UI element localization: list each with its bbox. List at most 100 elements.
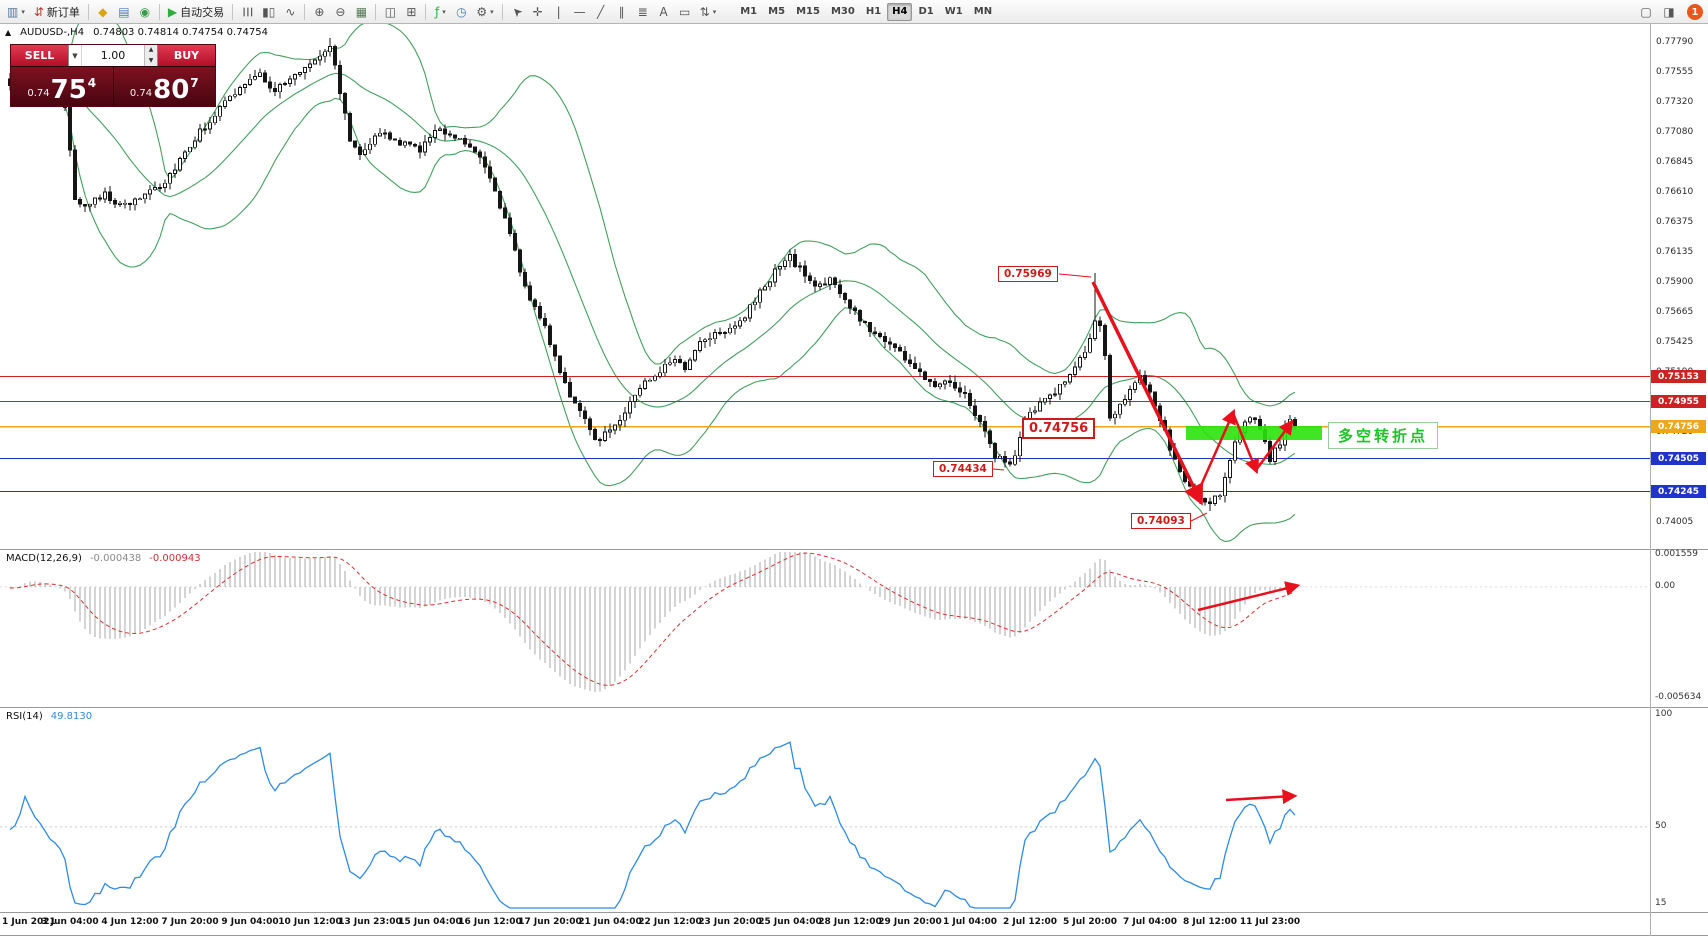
sell-price-display[interactable]: 0.74 75 4 [11, 67, 114, 106]
rsi-panel [0, 741, 1650, 909]
cycles-icon[interactable]: ◷ [451, 2, 471, 22]
downtrend-arrow[interactable] [1091, 281, 1203, 506]
trendline-icon[interactable]: ╱ [591, 2, 611, 22]
price-annotation-peak[interactable]: 0.75969 [998, 266, 1058, 282]
vertical-line-icon[interactable]: | [549, 2, 569, 22]
timeframe-m30[interactable]: M30 [830, 6, 855, 17]
macd-up-arrow[interactable] [1197, 581, 1301, 612]
price-tag-0.74245: 0.74245 [1651, 485, 1706, 498]
time-axis-label: 3 Jun 04:00 [41, 917, 99, 927]
timeframe-w1[interactable]: W1 [944, 6, 963, 17]
price-tag-0.74505: 0.74505 [1651, 452, 1706, 465]
turning-point-label[interactable]: 多空转折点 [1328, 422, 1439, 449]
sell-price-big: 75 [50, 75, 87, 105]
price-annotation-current[interactable]: 0.74756 [1022, 418, 1096, 439]
volume-value[interactable]: 1.00 [100, 49, 126, 62]
rsi-indicator-label: RSI(14) 49.8130 [6, 711, 92, 722]
chart-area[interactable]: ▲ AUDUSD-,H4 0.74803 0.74814 0.74754 0.7… [0, 24, 1708, 943]
navigator-icon[interactable]: ◉ [135, 2, 155, 22]
new-chart-icon[interactable]: ▥ ▾ [3, 2, 29, 22]
crosshair-icon[interactable]: ✛ [528, 2, 548, 22]
horizontal-line-icon-glyph: — [573, 4, 586, 19]
zigzag-arrow-up1[interactable] [1197, 408, 1236, 491]
arrows-icon[interactable]: ⇅ ▾ [696, 2, 721, 22]
buy-button[interactable]: BUY [158, 45, 215, 66]
price-annotation-bottom[interactable]: 0.74093 [1131, 513, 1191, 529]
new-order-button[interactable]: ⇵ 新订单 [30, 2, 84, 22]
turning-point-zone[interactable] [1186, 426, 1322, 440]
time-axis-label: 7 Jul 04:00 [1122, 917, 1178, 927]
timeframe-m5[interactable]: M5 [768, 6, 786, 17]
toolbar: ▥ ▾ ⇵ 新订单 ◆ ▤ ◉ ▶ 自动交易 ☰ ▮▯ ∿ ⊕ ⊖ ▦ ◫ ⊞ ƒ ▾ ◷ ⚙ ▾ ➤ ✛ | — ╱ ∥ ≣ A ▭ ⇅ ▾ … [0, 0, 1708, 24]
toolbar-right-group: ▢ ◨ [1636, 2, 1705, 22]
chart-canvas[interactable] [0, 24, 1708, 943]
zigzag-arrow-down[interactable] [1231, 412, 1260, 475]
macd-scale-zero: 0.00 [1655, 581, 1676, 591]
market-watch-icon[interactable]: ▤ [114, 2, 134, 22]
rsi-flat-arrow[interactable] [1225, 789, 1298, 805]
window-list-icon[interactable]: ▢ [1636, 2, 1656, 22]
candles-layer [8, 38, 1297, 511]
trend-arrows[interactable] [992, 273, 1301, 805]
price-tag-0.74955: 0.74955 [1651, 395, 1706, 408]
new-order-button-glyph: ⇵ [33, 4, 44, 19]
volume-up-icon[interactable]: ▲ [145, 45, 157, 56]
macd-scale-min: -0.005634 [1655, 692, 1702, 702]
y-axis-label: 0.76845 [1656, 157, 1694, 167]
textbox-icon[interactable]: ▭ [675, 2, 695, 22]
trade-panel-top-row: SELL ▼ 1.00 ▲ ▼ BUY [11, 45, 215, 66]
text-icon[interactable]: A [654, 2, 674, 22]
indicators-icon[interactable]: ƒ ▾ [430, 2, 450, 22]
volume-down-icon[interactable]: ▼ [145, 55, 157, 66]
zoom-in-icon[interactable]: ⊕ [309, 2, 329, 22]
panel-separators [0, 24, 1708, 936]
zoom-in-icon-glyph: ⊕ [314, 4, 325, 19]
price-annotation-support[interactable]: 0.74434 [933, 461, 993, 477]
autotrade-button[interactable]: ▶ 自动交易 [164, 2, 228, 22]
line-chart-icon-glyph: ∿ [285, 4, 296, 19]
profiles-icon-glyph: ◆ [98, 4, 108, 19]
profiles-icon[interactable]: ◆ [93, 2, 113, 22]
line-chart-icon[interactable]: ∿ [280, 2, 300, 22]
rsi-value: 49.8130 [50, 711, 93, 722]
timeframe-mn[interactable]: MN [973, 6, 993, 17]
sell-price-sup: 4 [87, 76, 97, 90]
panel-icon[interactable]: ◨ [1659, 2, 1679, 22]
timeframe-d1[interactable]: D1 [918, 6, 934, 17]
time-axis-label: 13 Jun 23:00 [338, 917, 402, 927]
time-axis-label: 1 Jun 2021 [2, 917, 56, 927]
new-order-button-label: 新订单 [46, 5, 80, 19]
ohlc-values: 0.74803 0.74814 0.74754 0.74754 [93, 27, 269, 38]
zoom-out-icon[interactable]: ⊖ [330, 2, 350, 22]
chart-settings-icon[interactable]: ⚙ ▾ [472, 2, 497, 22]
y-axis-label: 0.74005 [1656, 517, 1694, 527]
candlestick-icon[interactable]: ▮▯ [258, 2, 279, 22]
window-list-icon-glyph: ▢ [1640, 4, 1652, 19]
zigzag-arrow-up2[interactable] [1254, 419, 1294, 471]
trendline-icon-glyph: ╱ [597, 4, 605, 19]
cascade-windows-icon[interactable]: ⊞ [401, 2, 421, 22]
timeframe-h1[interactable]: H1 [865, 6, 882, 17]
timeframe-h4[interactable]: H4 [887, 2, 913, 21]
trade-panel-toggle-icon[interactable]: ▲ [5, 28, 12, 37]
channel-icon[interactable]: ∥ [612, 2, 632, 22]
time-axis-label: 21 Jun 04:00 [578, 917, 642, 927]
fibonacci-icon[interactable]: ≣ [633, 2, 653, 22]
grid-icon-glyph: ▦ [355, 4, 368, 19]
volume-stepper: ▲ ▼ [144, 45, 157, 66]
horizontal-line-icon[interactable]: — [570, 2, 590, 22]
cursor-icon[interactable]: ➤ [507, 2, 527, 22]
timeframe-m15[interactable]: M15 [796, 6, 820, 17]
volume-field[interactable]: ▼ 1.00 ▲ ▼ [68, 45, 158, 66]
toolbar-separator [304, 3, 306, 20]
notification-badge[interactable]: 1 [1687, 4, 1703, 20]
timeframe-m1[interactable]: M1 [740, 6, 758, 17]
toolbar-separator [425, 3, 427, 20]
tile-windows-icon[interactable]: ◫ [380, 2, 400, 22]
sell-button[interactable]: SELL [11, 45, 68, 66]
volume-dropdown-icon[interactable]: ▼ [69, 45, 82, 66]
bar-chart-icon[interactable]: ☰ [237, 2, 257, 22]
grid-icon[interactable]: ▦ [351, 2, 371, 22]
buy-price-display[interactable]: 0.74 80 7 [114, 67, 216, 106]
